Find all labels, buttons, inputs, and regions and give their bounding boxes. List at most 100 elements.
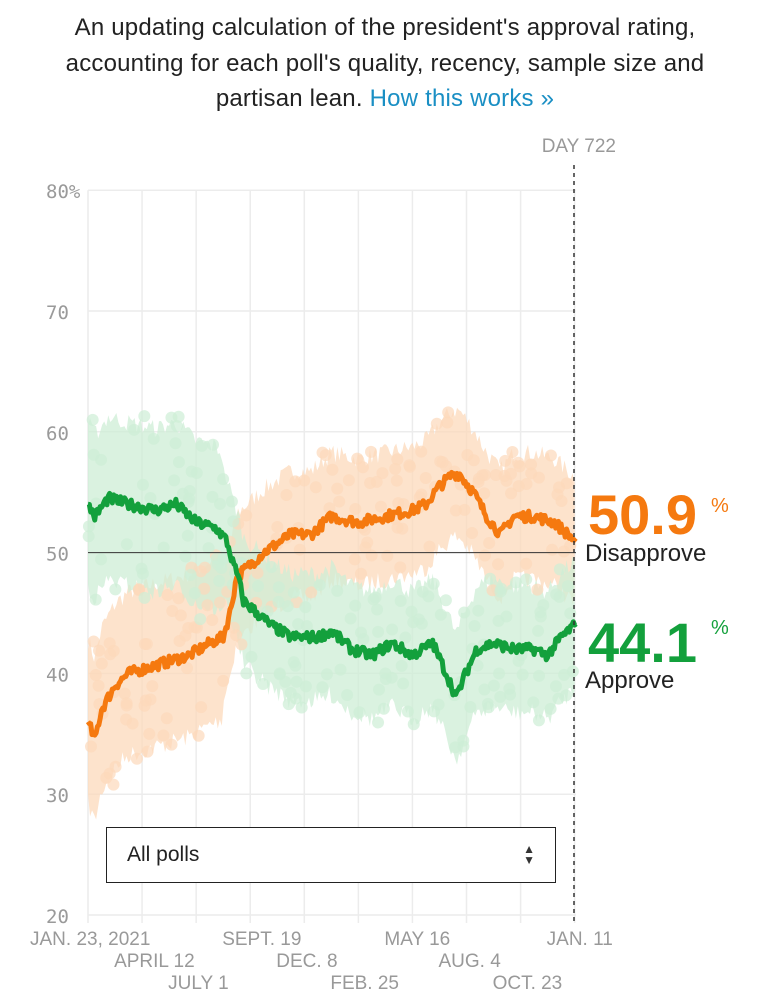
disapprove-poll-dot bbox=[557, 545, 570, 558]
approve-poll-dot bbox=[215, 561, 228, 574]
disapprove-poll-dot bbox=[531, 583, 544, 596]
disapprove-poll-dot bbox=[160, 712, 173, 725]
disapprove-poll-dot bbox=[323, 502, 336, 515]
disapprove-poll-dot bbox=[198, 582, 211, 595]
approve-poll-dot bbox=[272, 595, 285, 608]
approve-poll-dot bbox=[206, 490, 219, 503]
approve-poll-dot bbox=[500, 610, 513, 623]
approve-poll-dot bbox=[353, 706, 366, 719]
approve-poll-dot bbox=[349, 599, 362, 612]
disapprove-poll-dot bbox=[89, 669, 102, 682]
disapprove-trend-line bbox=[85, 469, 578, 738]
approve-poll-dot bbox=[281, 600, 294, 613]
y-tick-label: 70 bbox=[46, 302, 69, 324]
chart-description: An updating calculation of the president… bbox=[20, 10, 750, 117]
approve-poll-dot bbox=[120, 538, 133, 551]
approve-trend-line bbox=[86, 490, 578, 698]
approve-poll-dot bbox=[138, 591, 151, 604]
approve-poll-dot bbox=[206, 438, 219, 451]
approve-poll-dot bbox=[279, 675, 292, 688]
approve-poll-dot bbox=[487, 679, 500, 692]
disapprove-poll-dot bbox=[133, 583, 146, 596]
approve-poll-dot bbox=[313, 579, 326, 592]
approve-poll-dot bbox=[532, 714, 545, 727]
disapprove-poll-dot bbox=[331, 482, 344, 495]
approve-poll-dot bbox=[287, 586, 300, 599]
approve-poll-dot bbox=[257, 678, 270, 691]
approve-poll-dot bbox=[552, 692, 565, 705]
x-tick-label: DEC. 8 bbox=[276, 951, 337, 972]
approve-poll-dot bbox=[188, 587, 201, 600]
approve-poll-dot bbox=[553, 563, 566, 576]
poll-filter-value: All polls bbox=[127, 843, 200, 866]
disapprove-poll-dot bbox=[525, 458, 538, 471]
disapprove-poll-dot bbox=[93, 644, 106, 657]
disapprove-poll-dot bbox=[555, 495, 568, 508]
disapprove-poll-dot bbox=[498, 469, 511, 482]
disapprove-poll-dot bbox=[157, 729, 170, 742]
approve-poll-dot bbox=[373, 683, 386, 696]
disapprove-poll-dot bbox=[458, 503, 471, 516]
how-this-works-link[interactable]: How this works » bbox=[369, 85, 555, 112]
disapprove-poll-dot bbox=[392, 497, 405, 510]
approve-value: 44.1 bbox=[588, 611, 697, 674]
disapprove-value: 50.9 bbox=[588, 483, 697, 546]
approve-poll-dot bbox=[195, 439, 208, 452]
approve-poll-dot bbox=[157, 541, 170, 554]
poll-filter-select[interactable]: All polls ▲ ▼ bbox=[106, 827, 556, 883]
disapprove-label: Disapprove bbox=[585, 540, 706, 567]
approve-poll-dot bbox=[558, 668, 571, 681]
approve-poll-dot bbox=[82, 530, 95, 543]
x-tick-label: JAN. 23, 2021 bbox=[30, 929, 150, 950]
approve-poll-dot bbox=[357, 633, 370, 646]
disapprove-poll-dot bbox=[143, 727, 156, 740]
approve-poll-dot bbox=[210, 552, 223, 565]
approve-poll-dot bbox=[289, 692, 302, 705]
approve-poll-dot bbox=[144, 492, 157, 505]
approve-poll-dot bbox=[503, 682, 516, 695]
approve-poll-dot bbox=[147, 432, 160, 445]
poll-dots bbox=[82, 406, 579, 791]
y-tick-label: 50 bbox=[46, 544, 69, 566]
disapprove-poll-dot bbox=[466, 527, 479, 540]
approve-poll-dot bbox=[549, 680, 562, 693]
y-tick-label: 30 bbox=[46, 785, 69, 807]
approve-poll-dot bbox=[341, 688, 354, 701]
approve-poll-dot bbox=[369, 591, 382, 604]
approve-poll-dot bbox=[295, 701, 308, 714]
disapprove-readout: 50.9 % Disapprove bbox=[585, 483, 729, 567]
disapprove-poll-dot bbox=[467, 454, 480, 467]
approve-poll-dot bbox=[179, 550, 192, 563]
disapprove-poll-dot bbox=[85, 740, 98, 753]
disapprove-poll-dot bbox=[251, 566, 264, 579]
approve-poll-dot bbox=[225, 495, 238, 508]
disapprove-poll-dot bbox=[351, 452, 364, 465]
disapprove-poll-dot bbox=[271, 521, 284, 534]
approve-poll-dot bbox=[138, 410, 151, 423]
disapprove-poll-dot bbox=[192, 729, 205, 742]
disapprove-poll-dot bbox=[87, 635, 100, 648]
disapprove-poll-dot bbox=[166, 605, 179, 618]
approve-poll-dot bbox=[484, 572, 497, 585]
approve-poll-dot bbox=[95, 553, 108, 566]
disapprove-poll-dot bbox=[441, 416, 454, 429]
disapprove-poll-dot bbox=[206, 614, 219, 627]
approve-poll-dot bbox=[427, 577, 440, 590]
disapprove-poll-dot bbox=[544, 449, 557, 462]
disapprove-poll-dot bbox=[478, 487, 491, 500]
approve-poll-dot bbox=[449, 741, 462, 754]
disapprove-poll-dot bbox=[423, 540, 436, 553]
approve-poll-dot bbox=[468, 619, 481, 632]
y-tick-label: 20 bbox=[46, 906, 69, 928]
disapprove-poll-dot bbox=[442, 406, 455, 419]
approve-poll-dot bbox=[213, 574, 226, 587]
day-label: DAY 722 bbox=[542, 136, 616, 157]
approve-poll-dot bbox=[464, 701, 477, 714]
disapprove-poll-dot bbox=[195, 701, 208, 714]
disapprove-poll-dot bbox=[354, 567, 367, 580]
approve-poll-dot bbox=[527, 696, 540, 709]
approve-poll-dot bbox=[471, 659, 484, 672]
approve-poll-dot bbox=[273, 667, 286, 680]
disapprove-poll-dot bbox=[120, 697, 133, 710]
